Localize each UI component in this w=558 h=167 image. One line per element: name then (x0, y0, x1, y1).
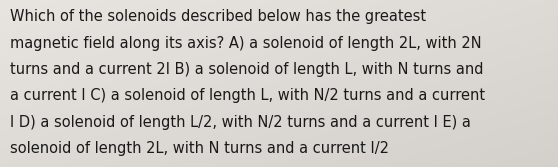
Text: Which of the solenoids described below has the greatest: Which of the solenoids described below h… (10, 9, 426, 24)
Text: a current I C) a solenoid of length L, with N/2 turns and a current: a current I C) a solenoid of length L, w… (10, 88, 485, 103)
Text: solenoid of length 2L, with N turns and a current I/2: solenoid of length 2L, with N turns and … (10, 141, 389, 156)
Text: turns and a current 2I B) a solenoid of length L, with N turns and: turns and a current 2I B) a solenoid of … (10, 62, 484, 77)
Text: magnetic field along its axis? A) a solenoid of length 2L, with 2N: magnetic field along its axis? A) a sole… (10, 36, 482, 51)
Text: I D) a solenoid of length L/2, with N/2 turns and a current I E) a: I D) a solenoid of length L/2, with N/2 … (10, 115, 471, 130)
